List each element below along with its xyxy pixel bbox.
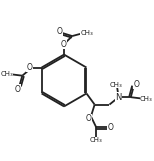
Text: CH₃: CH₃ — [140, 96, 153, 102]
Text: O: O — [61, 40, 67, 49]
Text: O: O — [27, 63, 33, 72]
Text: CH₃: CH₃ — [110, 82, 122, 88]
Text: O: O — [15, 85, 21, 94]
Text: CH₃: CH₃ — [0, 71, 13, 77]
Text: O: O — [107, 123, 113, 132]
Text: O: O — [86, 114, 92, 123]
Text: O: O — [134, 80, 140, 89]
Text: CH₃: CH₃ — [81, 30, 93, 36]
Text: O: O — [57, 27, 63, 36]
Text: CH₃: CH₃ — [90, 137, 103, 143]
Text: N: N — [116, 93, 122, 102]
